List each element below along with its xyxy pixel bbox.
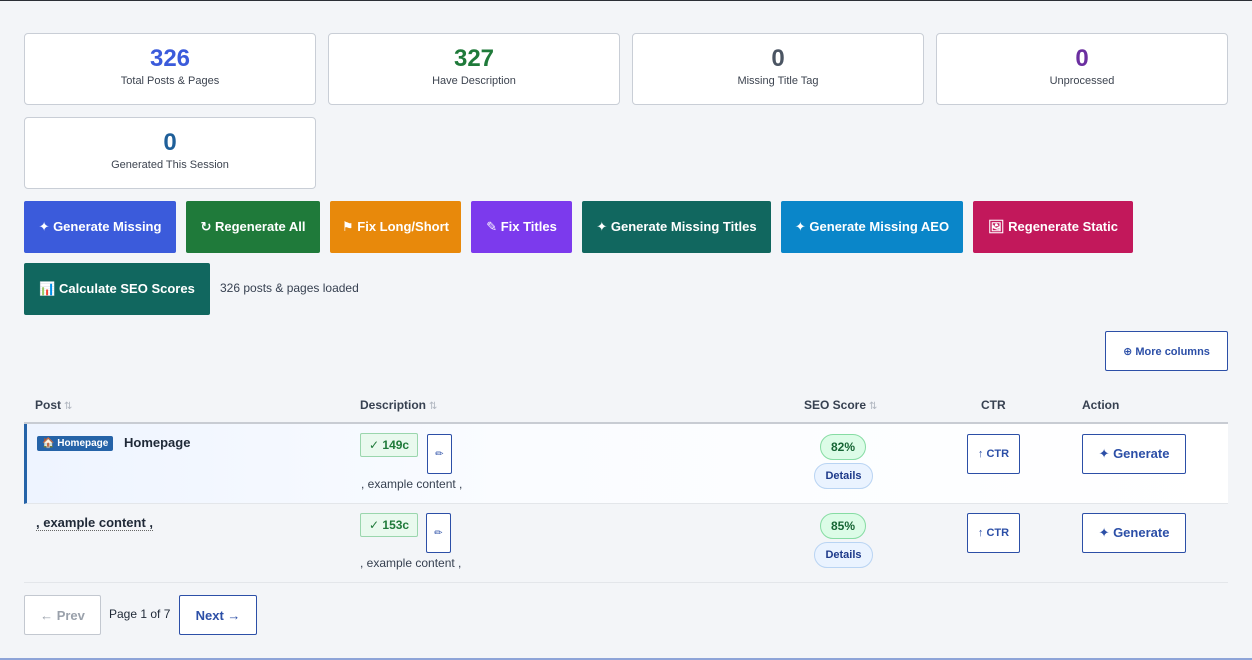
pencil-icon: ✏ [434, 527, 443, 539]
regenerate-static-button[interactable]: 🖼 Regenerate Static [973, 201, 1133, 253]
more-columns-button[interactable]: ⊕ More columns [1105, 331, 1228, 371]
generate-missing-button[interactable]: ✦ Generate Missing [24, 201, 176, 253]
column-header-label: Post [35, 398, 62, 412]
stat-label: Total Posts & Pages [120, 75, 220, 87]
stat-unprocessed: 0 Unprocessed [936, 33, 1228, 105]
stat-total-posts: 326 Total Posts & Pages [24, 33, 316, 105]
column-header-ctr: CTR [981, 398, 1006, 412]
stat-label: Have Description [432, 75, 516, 87]
fix-long-short-button[interactable]: ⚑ Fix Long/Short [330, 201, 461, 253]
stat-label: Generated This Session [111, 159, 229, 171]
stat-value: 326 [149, 45, 191, 72]
column-header-seo-score[interactable]: SEO Score ⇅ [804, 398, 877, 412]
edit-description-button[interactable]: ✏ [427, 434, 452, 474]
stat-missing-title-tag: 0 Missing Title Tag [632, 33, 924, 105]
ctr-button[interactable]: ↑ CTR [967, 513, 1020, 553]
description-length-badge: ✓ 153c [360, 513, 419, 537]
sort-icon: ⇅ [64, 401, 73, 412]
description-length-badge: ✓ 149c [360, 433, 419, 457]
sort-icon: ⇅ [429, 401, 438, 412]
bottom-border [0, 658, 1252, 660]
stat-value: 0 [771, 45, 785, 72]
loaded-status: 326 posts & pages loaded [220, 281, 359, 295]
next-page-button[interactable]: Next → [179, 595, 257, 635]
stat-value: 327 [453, 45, 495, 72]
stat-label: Unprocessed [1049, 75, 1115, 87]
generate-missing-aeo-button[interactable]: ✦ Generate Missing AEO [781, 201, 963, 253]
ctr-button[interactable]: ↑ CTR [967, 434, 1020, 474]
page-info: Page 1 of 7 [109, 607, 171, 621]
column-header-label: SEO Score [804, 398, 867, 412]
calculate-seo-scores-button[interactable]: 📊 Calculate SEO Scores [24, 263, 210, 315]
stat-have-description: 327 Have Description [328, 33, 620, 105]
seo-score-badge: 85% [820, 513, 866, 539]
fix-titles-button[interactable]: ✎ Fix Titles [471, 201, 572, 253]
table-header: Post ⇅ Description ⇅ SEO Score ⇅ CTR Action [24, 388, 1228, 424]
column-header-post[interactable]: Post ⇅ [35, 398, 72, 412]
description-text: , example content , [360, 556, 462, 570]
homepage-badge: 🏠 Homepage [37, 436, 114, 451]
stat-value: 0 [163, 129, 177, 156]
description-text: , example content , [361, 477, 463, 491]
generate-missing-titles-button[interactable]: ✦ Generate Missing Titles [582, 201, 771, 253]
stat-label: Missing Title Tag [737, 75, 819, 87]
post-title[interactable]: , example content , [36, 515, 154, 531]
column-header-description[interactable]: Description ⇅ [360, 398, 437, 412]
sort-icon: ⇅ [869, 401, 878, 412]
stat-value: 0 [1075, 45, 1089, 72]
table-row[interactable]: 🏠 Homepage Homepage ✓ 149c ✏ , example c… [24, 424, 1228, 504]
top-border [0, 0, 1252, 1]
generate-button[interactable]: ✦ Generate [1082, 513, 1186, 553]
prev-page-button[interactable]: ← Prev [24, 595, 101, 635]
edit-description-button[interactable]: ✏ [426, 513, 451, 553]
score-details-button[interactable]: Details [814, 463, 873, 489]
stat-generated-session: 0 Generated This Session [24, 117, 316, 189]
post-title[interactable]: Homepage [124, 435, 191, 450]
table-row[interactable]: , example content , ✓ 153c ✏ , example c… [24, 504, 1228, 583]
regenerate-all-button[interactable]: ↻ Regenerate All [186, 201, 320, 253]
column-header-action: Action [1082, 398, 1120, 412]
seo-score-badge: 82% [820, 434, 866, 460]
pencil-icon: ✏ [435, 448, 444, 460]
score-details-button[interactable]: Details [814, 542, 873, 568]
column-header-label: Description [360, 398, 427, 412]
generate-button[interactable]: ✦ Generate [1082, 434, 1186, 474]
